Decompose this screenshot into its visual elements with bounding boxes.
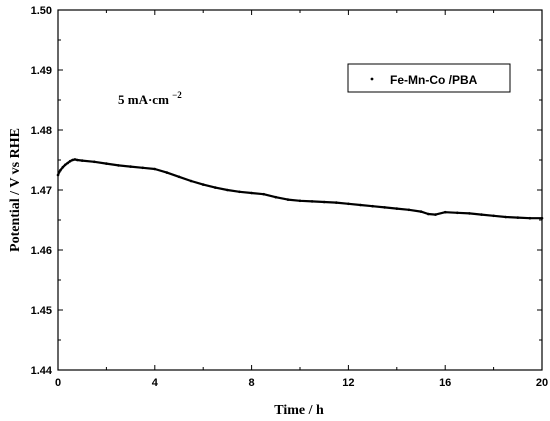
data-point [66,161,69,165]
data-point [63,163,67,167]
data-point [443,210,447,214]
x-tick-label: 20 [536,377,548,389]
data-point [468,212,471,215]
x-tick-label: 16 [439,377,451,389]
y-tick-label: 1.49 [31,65,52,77]
data-point [189,179,193,183]
annotation-main: 5 mA·cm [118,92,169,107]
data-point [528,216,532,220]
data-point [117,164,120,167]
data-point [59,168,62,172]
annotation-current-density: 5 mA·cm −2 [118,90,182,107]
data-point [434,213,437,216]
legend-label: Fe-Mn-Co /PBA [390,73,478,87]
data-point [383,206,387,209]
annotation-superscript: −2 [172,90,182,100]
x-tick-label: 12 [342,377,354,389]
data-point [129,165,132,168]
y-tick-label: 1.50 [31,5,52,17]
x-axis-title: Time / h [274,403,324,418]
data-point [407,208,411,212]
legend-marker [370,77,374,81]
data-point [480,213,483,216]
y-tick-label: 1.46 [31,245,52,257]
y-tick-label: 1.45 [31,305,52,317]
series-line [56,158,542,220]
data-point [322,200,326,204]
data-point [347,202,350,206]
y-axis-title: Potential / V vs RHE [8,128,23,252]
data-point [274,195,278,199]
data-point [68,159,72,163]
y-tick-label: 1.47 [31,185,52,197]
x-tick-label: 0 [55,377,61,389]
x-tick-label: 4 [152,377,159,389]
data-point [395,207,399,210]
data-point [335,201,338,204]
y-tick-label: 1.48 [31,125,52,137]
data-point [262,192,266,196]
data-point [165,171,169,174]
data-point [456,211,459,215]
data-point [238,190,241,194]
data-point [214,186,217,189]
data-point [73,158,77,161]
data-point [371,204,374,208]
data-point [426,212,430,216]
data-point [76,158,79,162]
data-point [504,215,508,219]
data-point [201,183,205,186]
data-point [298,199,302,203]
data-point [516,216,520,219]
data-point [310,200,314,203]
data-point [61,165,65,169]
data-point [286,198,290,201]
data-point [153,167,157,171]
legend: Fe-Mn-Co /PBA [347,63,511,93]
data-point [492,214,495,218]
data-point [141,166,144,170]
ticks-layer: 0 4 8 12 16 20 1.44 1.45 1.46 1.47 1.48 1.49 1.50 [31,5,549,389]
data-point [105,162,108,165]
legend-box [347,63,511,93]
y-tick-label: 1.44 [31,365,53,377]
series-layer [56,158,544,220]
data-point [93,160,96,164]
data-point [71,158,74,162]
x-tick-label: 8 [249,377,255,389]
data-point [359,203,362,207]
data-point [419,210,423,213]
data-point [250,191,253,195]
data-point [226,188,229,192]
data-point [177,175,181,179]
data-point [80,159,84,162]
